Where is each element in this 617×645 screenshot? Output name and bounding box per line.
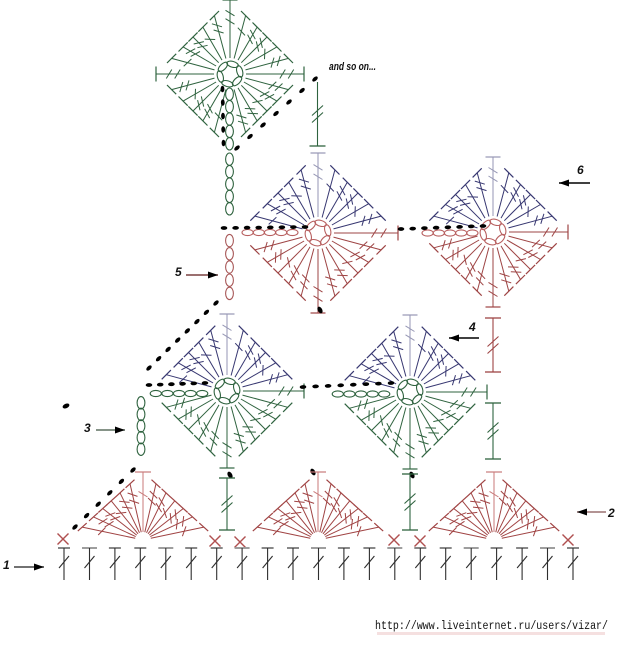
svg-text:and so on...: and so on...	[329, 61, 376, 73]
svg-text:2: 2	[607, 506, 615, 520]
svg-text:1: 1	[3, 558, 10, 572]
svg-text:3: 3	[84, 421, 91, 435]
svg-text:http://www.liveinternet.ru/use: http://www.liveinternet.ru/users/vizar/	[375, 620, 608, 633]
svg-text:4: 4	[468, 320, 476, 334]
svg-text:6: 6	[577, 163, 584, 177]
svg-text:5: 5	[175, 265, 182, 279]
